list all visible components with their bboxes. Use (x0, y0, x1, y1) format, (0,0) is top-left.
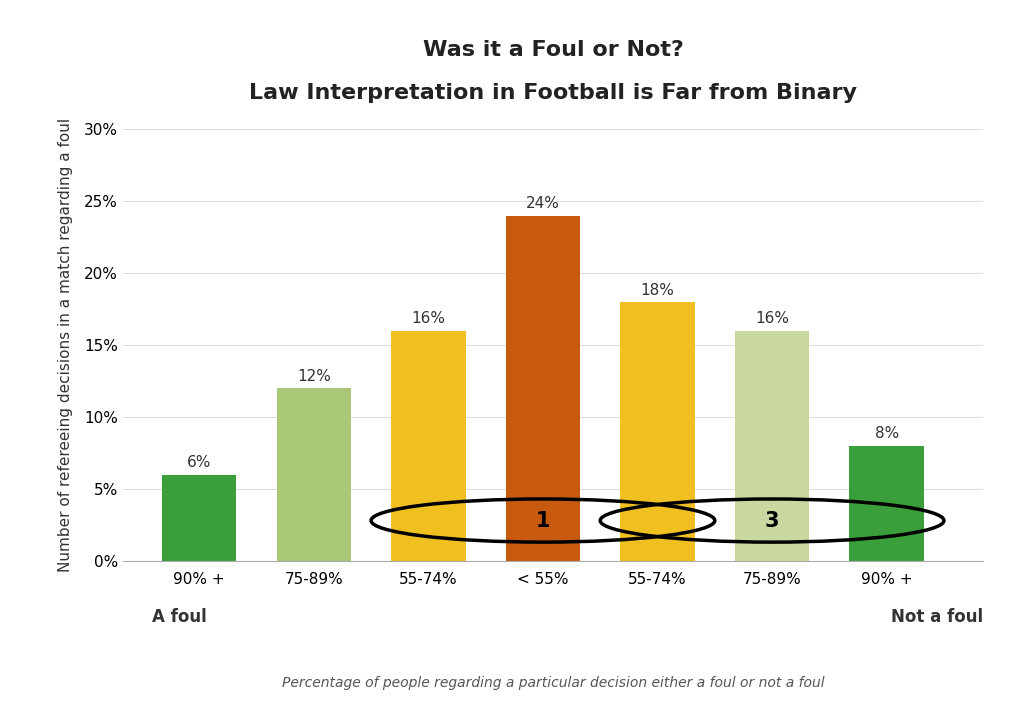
Text: 6%: 6% (187, 455, 211, 470)
Text: 18%: 18% (641, 283, 675, 298)
Text: Was it a Foul or Not?: Was it a Foul or Not? (423, 40, 683, 60)
Bar (391, 331, 466, 561)
Text: 8%: 8% (874, 426, 899, 441)
Text: Percentage of people regarding a particular decision either a foul or not a foul: Percentage of people regarding a particu… (282, 677, 824, 690)
Text: 3: 3 (765, 510, 779, 531)
Bar (276, 388, 351, 561)
Y-axis label: Number of refereeing decisions in a match regarding a foul: Number of refereeing decisions in a matc… (58, 118, 73, 572)
Bar (506, 216, 581, 561)
Text: 1: 1 (536, 510, 550, 531)
Text: 16%: 16% (755, 311, 790, 326)
Bar (850, 446, 924, 561)
Text: 16%: 16% (412, 311, 445, 326)
Text: Not a foul: Not a foul (891, 608, 983, 626)
Bar (162, 475, 237, 561)
Text: Law Interpretation in Football is Far from Binary: Law Interpretation in Football is Far fr… (249, 83, 857, 104)
Text: 24%: 24% (526, 196, 560, 211)
Bar (735, 331, 809, 561)
Text: A foul: A foul (152, 608, 207, 626)
Bar (621, 302, 694, 561)
Text: 12%: 12% (297, 369, 331, 384)
